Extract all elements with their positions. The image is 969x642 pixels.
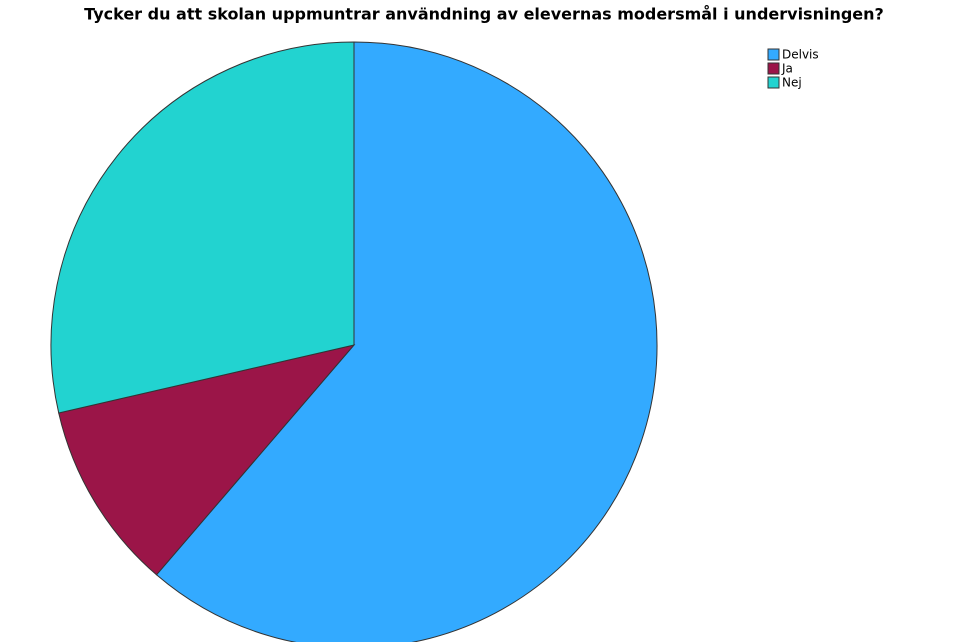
legend-swatch: [767, 76, 780, 89]
pie-slice: [155, 41, 658, 642]
legend-label: Nej: [782, 76, 802, 90]
legend-swatch: [767, 48, 780, 61]
chart-title: Tycker du att skolan uppmuntrar användni…: [84, 5, 884, 24]
legend-label: Ja: [781, 62, 793, 76]
pie-slice: [50, 41, 355, 414]
legend-swatch: [767, 62, 780, 75]
legend-label: Delvis: [782, 48, 819, 62]
pie-slice: [58, 344, 356, 576]
